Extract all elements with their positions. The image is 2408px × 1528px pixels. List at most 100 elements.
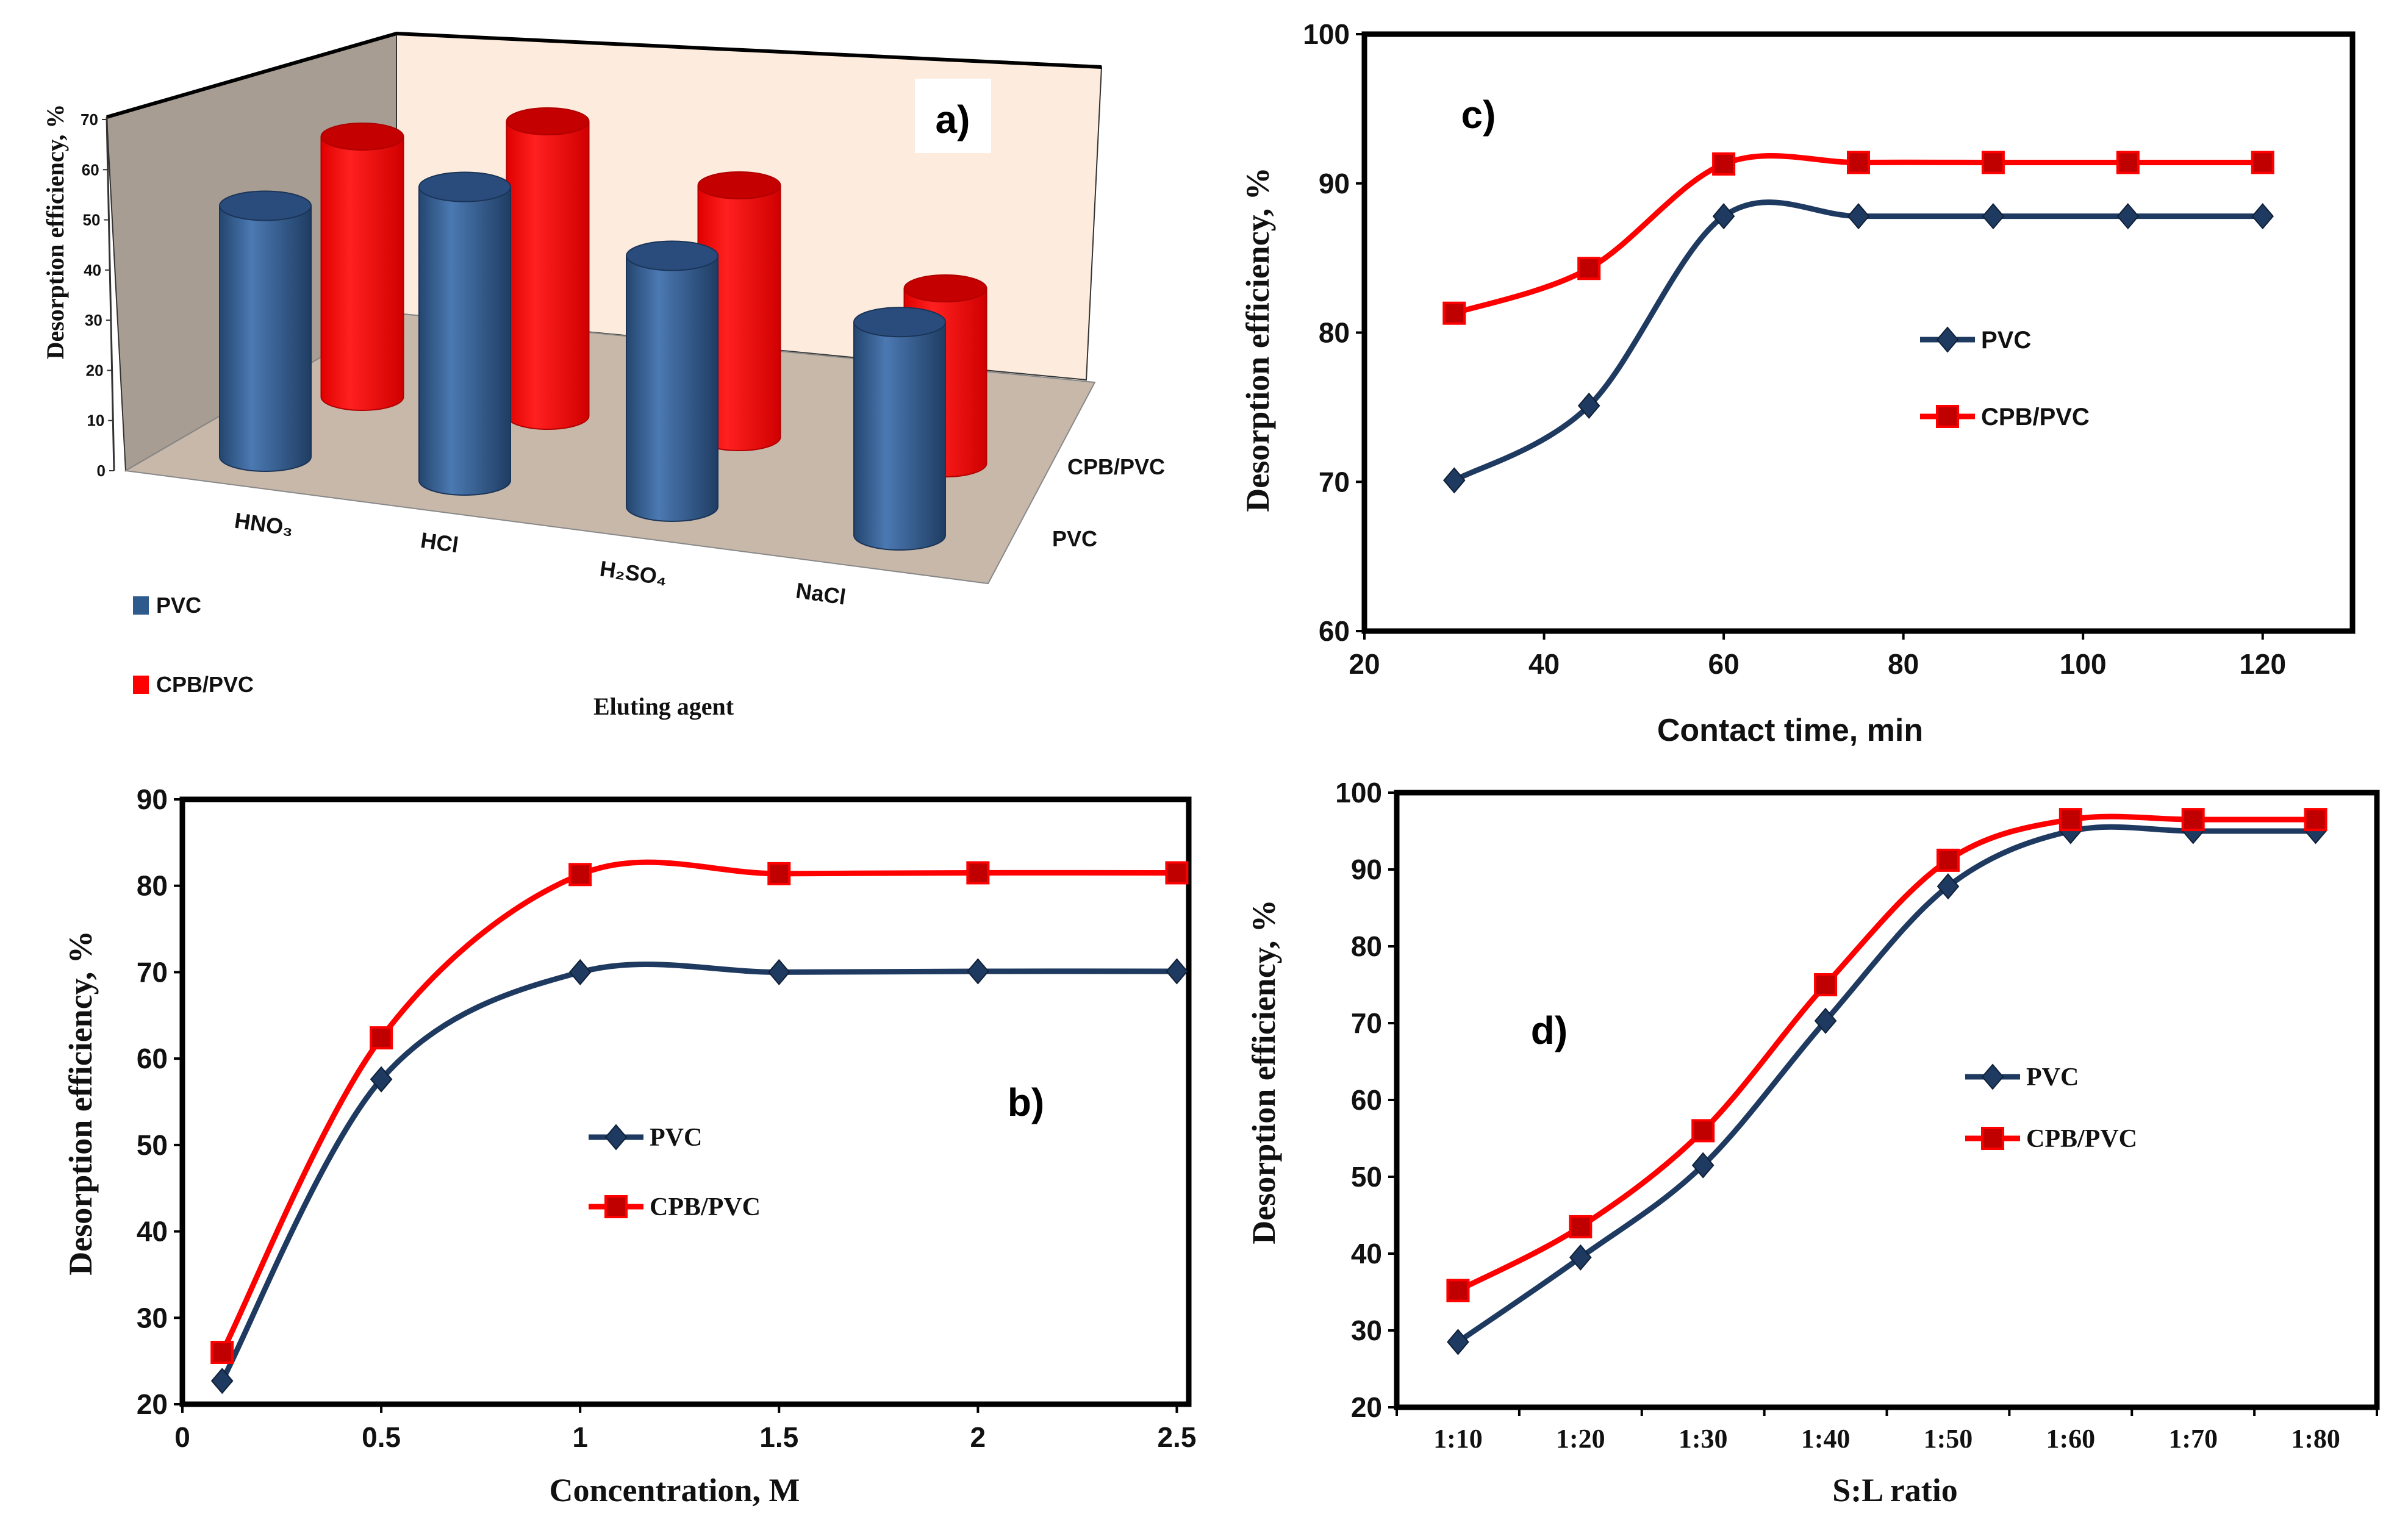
y-tick-label: 60 (1351, 1084, 1382, 1116)
legend-label-pvc: PVC (2026, 1063, 2079, 1091)
bar-cpb-pvc (320, 136, 404, 411)
y-tick-label: 70 (81, 110, 98, 129)
data-point-cpb-pvc-square (1569, 1215, 1593, 1238)
y-tick-label: 40 (1351, 1238, 1382, 1269)
legend-marker-square (1981, 1127, 2004, 1150)
depth-label-cpb-pvc: CPB/PVC (1067, 454, 1165, 479)
data-point-cpb-pvc-square (2304, 808, 2327, 832)
x-tick-label: 2.5 (1157, 1421, 1196, 1453)
bar-pvc (418, 186, 511, 496)
y-axis-title: Desorption efficiency, % (1245, 899, 1282, 1244)
bar-pvc (626, 255, 718, 522)
y-tick-label: 30 (137, 1302, 168, 1333)
legend-label-pvc: PVC (650, 1124, 702, 1152)
data-point-cpb-pvc-square (568, 863, 592, 887)
bar-pvc-top (626, 240, 718, 271)
series-line-cpb-pvc (1457, 813, 2316, 1293)
x-axis-title: Eluting agent (593, 693, 734, 720)
data-point-cpb-pvc-square (2181, 808, 2205, 832)
data-point-pvc-diamond (1442, 467, 1466, 494)
x-category-label: NaCl (794, 578, 847, 610)
x-tick-label: 1:40 (1801, 1424, 1851, 1454)
x-tick-label: 1:70 (2168, 1424, 2218, 1454)
panel-label: c) (1461, 93, 1496, 137)
legend-label-cpb-pvc: CPB/PVC (650, 1193, 761, 1221)
chart-b-concentration: 20 30 40 50 60 70 80 90 0 0.5 1 1.5 2 2.5 PVC CPB/PVC b)… (62, 784, 1196, 1508)
x-axis-title: Contact time, min (1657, 713, 1923, 748)
data-point-pvc-diamond (1166, 958, 1188, 985)
data-point-pvc-diamond (1577, 392, 1600, 419)
x-tick-label: 1:20 (1556, 1424, 1605, 1454)
data-point-pvc-diamond (1982, 203, 2005, 230)
x-tick-label: 120 (2239, 648, 2286, 680)
data-point-pvc-diamond (2116, 203, 2140, 230)
data-point-cpb-pvc-square (2116, 151, 2140, 174)
y-axis-line (106, 116, 115, 471)
bar-cpb-pvc-top (320, 123, 404, 151)
bar-pvc (219, 205, 312, 472)
y-tick-label: 60 (137, 1043, 168, 1074)
bar-pvc-top (853, 307, 946, 338)
data-point-cpb-pvc-square (767, 862, 791, 885)
y-tick-label: 80 (137, 870, 168, 902)
series-line-pvc (1456, 824, 2316, 1344)
y-axis-title: Desorption efficiency, % (41, 104, 69, 360)
x-tick-label: 2 (970, 1421, 986, 1453)
data-point-pvc-diamond (1569, 1244, 1592, 1271)
data-point-cpb-pvc-square (1814, 973, 1838, 996)
bar-cpb-pvc-top (903, 274, 987, 302)
series-line-pvc (1453, 199, 2263, 483)
legend-label-pvc: PVC (156, 593, 201, 618)
chart-d-sl-ratio: 20 30 40 50 60 70 80 90 100 1:10 1:20 1:30 1:40 1:50 1… (1245, 777, 2380, 1508)
chart-a-eluting-agent: 0 10 20 30 40 50 60 70 Desorption efficiency, % H… (41, 31, 1165, 720)
y-tick-label: 20 (86, 361, 104, 379)
legend-swatch-pvc (133, 596, 149, 615)
bar-cpb-pvc-top (697, 171, 781, 199)
chart-c-contact-time: 60 70 80 90 100 20 40 60 80 100 120 PVC CPB/PVC c) Con… (1239, 18, 2356, 748)
data-point-pvc-diamond (1937, 873, 1960, 900)
panel-label: b) (1008, 1080, 1044, 1124)
plot-frame (1394, 790, 2380, 1410)
legend-marker-diamond (1936, 326, 1959, 353)
data-point-pvc-diamond (967, 958, 989, 985)
data-point-cpb-pvc-square (1165, 861, 1189, 885)
series-line-cpb-pvc (220, 859, 1177, 1354)
y-tick-label: 70 (137, 956, 168, 988)
series-line-cpb-pvc (1453, 153, 2263, 316)
panel-label-box (915, 79, 991, 153)
data-point-cpb-pvc-square (1691, 1119, 1715, 1143)
data-point-cpb-pvc-square (2251, 151, 2274, 174)
data-point-pvc-diamond (2251, 203, 2274, 230)
legend-marker-diamond (604, 1124, 628, 1151)
y-tick-label: 80 (1319, 317, 1350, 349)
panel-label: d) (1531, 1009, 1568, 1052)
bar-cpb-pvc (506, 121, 590, 430)
data-point-cpb-pvc-square (1847, 151, 1870, 174)
data-point-pvc-diamond (568, 959, 592, 985)
data-point-cpb-pvc-square (966, 861, 990, 885)
data-point-pvc-diamond (210, 1368, 234, 1394)
legend-label-cpb-pvc: CPB/PVC (156, 672, 254, 697)
data-point-cpb-pvc-square (1446, 1279, 1470, 1302)
y-tick-label: 90 (137, 784, 168, 815)
plot-frame (1361, 31, 2356, 634)
y-axis-title: Desorption efficiency, % (62, 930, 99, 1275)
data-point-cpb-pvc-square (210, 1340, 234, 1364)
y-tick-label: 60 (1319, 615, 1350, 647)
x-tick-label: 0.5 (362, 1421, 401, 1453)
x-axis-title: Concentration, M (550, 1472, 800, 1508)
x-category-label: HCl (419, 527, 460, 557)
legend-marker-square (604, 1195, 628, 1218)
data-point-cpb-pvc-square (370, 1026, 393, 1050)
top-edge (106, 31, 1102, 119)
y-tick-label: 80 (1351, 930, 1382, 962)
legend-marker-square (1936, 405, 1959, 428)
bar-pvc-top (219, 190, 312, 221)
y-tick-label: 50 (83, 211, 101, 229)
y-tick-label: 40 (84, 261, 101, 279)
data-point-cpb-pvc-square (2059, 808, 2082, 832)
legend-label-pvc: PVC (1981, 327, 2031, 354)
data-point-pvc-diamond (370, 1066, 393, 1093)
y-tick-label: 20 (137, 1388, 168, 1420)
